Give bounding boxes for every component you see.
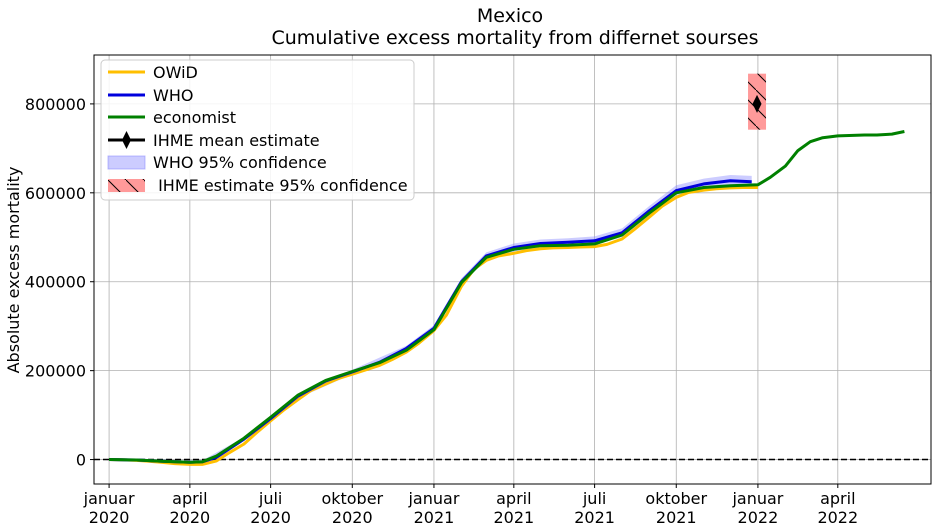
axis-ticks: 0200000400000600000800000januar2020april… [25,95,858,527]
who-confidence-band [109,175,752,463]
chart-title: Mexico [477,5,543,27]
x-tick-label-year: 2021 [414,508,455,527]
legend-box [100,59,415,201]
x-tick-label-month: april [496,489,531,508]
y-axis-label: Absolute excess mortality [4,167,23,374]
x-tick-label-month: april [172,489,207,508]
y-tick-label: 400000 [25,273,86,292]
plot-frame [93,54,932,485]
ihme-mean-marker [752,94,762,113]
y-tick-label: 800000 [25,95,86,114]
x-tick-label-month: januar [407,489,459,508]
x-tick-label-year: 2020 [170,508,211,527]
x-tick-label-year: 2020 [89,508,130,527]
legend-label-ihme-mean: IHME mean estimate [153,131,320,150]
legend-marker-ihme-mean [122,131,131,149]
x-tick-label-year: 2021 [574,508,615,527]
x-tick-label-month: juli [582,489,606,508]
x-tick-label-month: oktober [645,489,707,508]
legend-swatch-ihme-confidence [108,179,145,192]
legend-label-owid: OWiD [153,63,198,82]
x-tick-label-year: 2021 [493,508,534,527]
series-line-economist [109,130,905,464]
x-tick-label-month: april [820,489,855,508]
series-line-who [109,179,752,464]
legend-label-who-confidence: WHO 95% confidence [153,153,327,172]
x-tick-label-year: 2021 [656,508,697,527]
x-tick-label-month: juli [258,489,282,508]
x-tick-label-year: 2022 [817,508,858,527]
y-tick-label: 600000 [25,184,86,203]
y-tick-label: 0 [76,451,86,470]
legend-label-economist: economist [153,108,236,127]
chart-subtitle: Cumulative excess mortality from differn… [272,27,759,49]
x-tick-label-month: januar [83,489,135,508]
x-tick-label-month: oktober [321,489,383,508]
legend-label-who: WHO [153,86,193,105]
legend-label-ihme-confidence: IHME estimate 95% confidence [153,176,408,195]
x-tick-label-year: 2020 [250,508,291,527]
plot-area [94,73,931,466]
legend: OWiD WHO economist IHME mean estimate WH… [100,59,415,201]
y-tick-label: 200000 [25,362,86,381]
legend-swatch-who-confidence [107,155,146,170]
x-tick-label-month: januar [731,489,783,508]
x-tick-label-year: 2022 [738,508,779,527]
x-tick-label-year: 2020 [332,508,373,527]
